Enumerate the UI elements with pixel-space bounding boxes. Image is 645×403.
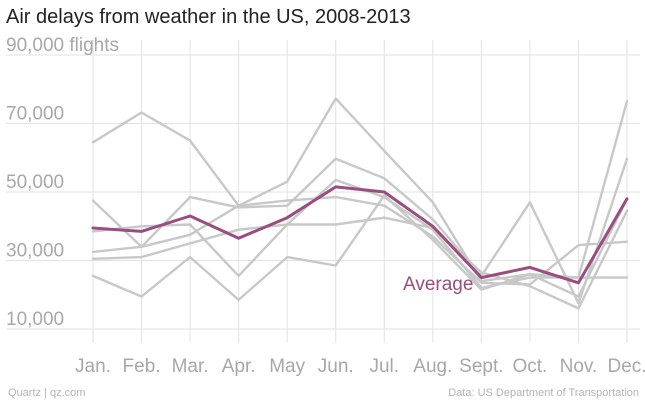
series-line-year-6 <box>91 194 629 302</box>
series-layer <box>91 97 629 310</box>
x-tick-label: Jun. <box>318 356 354 377</box>
x-tick-label: Sept. <box>459 356 503 377</box>
x-tick-label: Aug. <box>413 356 452 377</box>
series-line-year-5 <box>91 209 629 310</box>
series-line-year-1 <box>91 97 629 283</box>
x-tick-label: Feb. <box>123 356 161 377</box>
y-tick-label: 10,000 <box>6 309 64 330</box>
footer-source-left: Quartz | qz.com <box>8 387 86 399</box>
grid-layer <box>6 40 640 343</box>
series-label-average: Average <box>403 274 473 295</box>
x-tick-label: Jan. <box>75 356 111 377</box>
chart-title: Air delays from weather in the US, 2008-… <box>6 6 411 28</box>
y-tick-label: 30,000 <box>6 241 64 262</box>
x-tick-label: Nov. <box>560 356 598 377</box>
x-tick-label: Dec. <box>607 356 645 377</box>
x-tick-label: Oct. <box>512 356 547 377</box>
x-tick-label: Jul. <box>369 356 399 377</box>
x-tick-label: Apr. <box>222 356 256 377</box>
series-line-year-2 <box>91 157 629 305</box>
x-tick-label: Mar. <box>172 356 209 377</box>
y-tick-label: 70,000 <box>6 104 64 125</box>
y-tick-label: 90,000 flights <box>6 35 119 56</box>
y-tick-label: 50,000 <box>6 172 64 193</box>
series-line-average <box>91 185 629 285</box>
x-tick-label: May <box>269 356 305 377</box>
footer-source-right: Data: US Department of Transportation <box>448 387 639 399</box>
label-layer: 90,000 flights 70,000 50,000 30,000 10,000 Ja… <box>6 35 645 377</box>
